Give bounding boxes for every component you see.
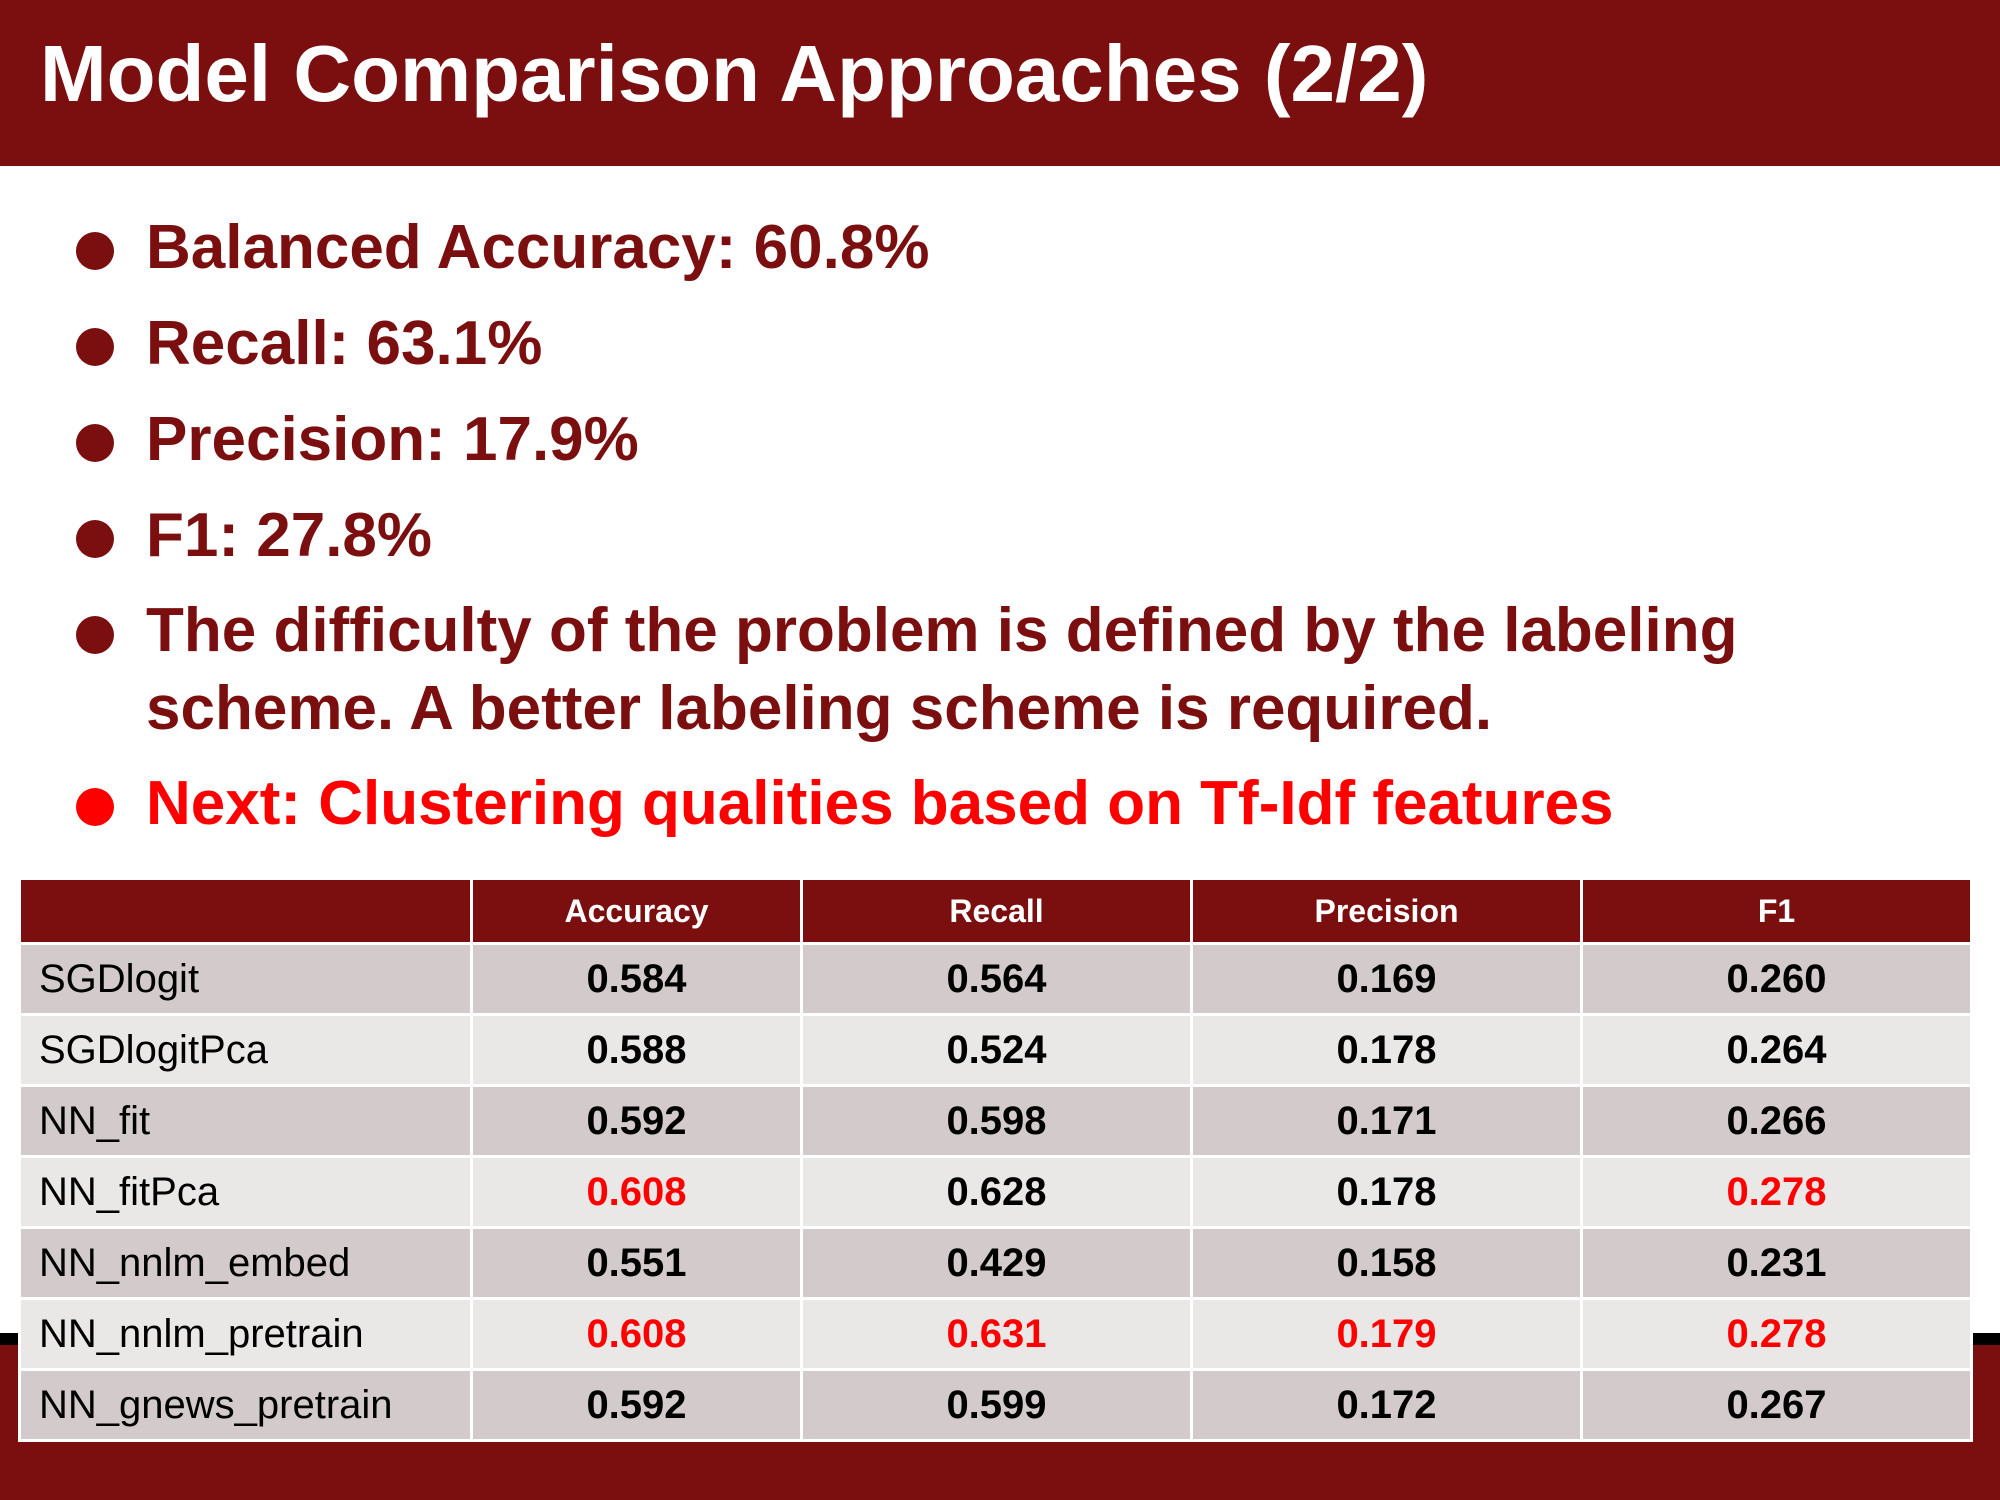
bullet-dot-icon <box>76 232 114 270</box>
metric-value-cell: 0.551 <box>470 1226 803 1300</box>
metric-value-cell: 0.231 <box>1580 1226 1973 1300</box>
bullet-text: Balanced Accuracy: 60.8% <box>146 213 930 282</box>
table-row: SGDlogit 0.584 0.564 0.169 0.260 <box>18 942 1973 1016</box>
bullet-item: The difficulty of the problem is defined… <box>72 592 1962 748</box>
model-name-cell: NN_gnews_pretrain <box>18 1368 473 1442</box>
bullet-text: F1: 27.8% <box>146 501 433 570</box>
table-row: SGDlogitPca 0.588 0.524 0.178 0.264 <box>18 1013 1973 1087</box>
metric-value-cell: 0.278 <box>1580 1155 1973 1229</box>
table-row: NN_fitPca 0.608 0.628 0.178 0.278 <box>18 1155 1973 1229</box>
metric-value-cell: 0.266 <box>1580 1084 1973 1158</box>
results-table-container: Accuracy Recall Precision F1 SGDlogit 0.5… <box>18 877 1973 1442</box>
metric-value-cell: 0.158 <box>1190 1226 1583 1300</box>
metric-value-cell: 0.584 <box>470 942 803 1016</box>
metric-value-cell: 0.598 <box>800 1084 1193 1158</box>
metric-value-cell: 0.171 <box>1190 1084 1583 1158</box>
bullet-dot-icon <box>76 424 114 462</box>
slide-title: Model Comparison Approaches (2/2) <box>40 29 1429 118</box>
metric-value-cell: 0.179 <box>1190 1297 1583 1371</box>
bullet-text: The difficulty of the problem is defined… <box>146 596 1738 743</box>
model-name-cell: SGDlogitPca <box>18 1013 473 1087</box>
model-name-cell: NN_fit <box>18 1084 473 1158</box>
title-bar: Model Comparison Approaches (2/2) <box>0 0 2000 166</box>
metric-value-cell: 0.592 <box>470 1084 803 1158</box>
metric-value-cell: 0.260 <box>1580 942 1973 1016</box>
bullet-dot-icon <box>76 520 114 558</box>
column-header: Accuracy <box>470 877 803 945</box>
table-header-row: Accuracy Recall Precision F1 <box>18 877 1973 945</box>
metric-value-cell: 0.267 <box>1580 1368 1973 1442</box>
metric-value-cell: 0.608 <box>470 1155 803 1229</box>
table-row: NN_fit 0.592 0.598 0.171 0.266 <box>18 1084 1973 1158</box>
table-row: NN_nnlm_pretrain 0.608 0.631 0.179 0.278 <box>18 1297 1973 1371</box>
bullet-item: Balanced Accuracy: 60.8% <box>72 208 1962 288</box>
metric-value-cell: 0.178 <box>1190 1013 1583 1087</box>
metric-value-cell: 0.599 <box>800 1368 1193 1442</box>
bullet-text: Precision: 17.9% <box>146 405 639 474</box>
metric-value-cell: 0.524 <box>800 1013 1193 1087</box>
table-row: NN_nnlm_embed 0.551 0.429 0.158 0.231 <box>18 1226 1973 1300</box>
bullet-item: F1: 27.8% <box>72 496 1962 576</box>
bullet-list: Balanced Accuracy: 60.8% Recall: 63.1% P… <box>72 208 1962 860</box>
metric-value-cell: 0.169 <box>1190 942 1583 1016</box>
bullet-item-next: Next: Clustering qualities based on Tf-I… <box>72 764 1962 844</box>
bullet-item: Precision: 17.9% <box>72 400 1962 480</box>
bullet-text: Recall: 63.1% <box>146 309 543 378</box>
model-name-cell: NN_fitPca <box>18 1155 473 1229</box>
column-header: Recall <box>800 877 1193 945</box>
metric-value-cell: 0.588 <box>470 1013 803 1087</box>
bullet-dot-icon <box>76 616 114 654</box>
metric-value-cell: 0.278 <box>1580 1297 1973 1371</box>
model-name-cell: SGDlogit <box>18 942 473 1016</box>
bullet-text: Next: Clustering qualities based on Tf-I… <box>146 769 1614 838</box>
metric-value-cell: 0.608 <box>470 1297 803 1371</box>
metric-value-cell: 0.592 <box>470 1368 803 1442</box>
column-header: Precision <box>1190 877 1583 945</box>
metric-value-cell: 0.628 <box>800 1155 1193 1229</box>
bullet-dot-icon <box>76 788 114 826</box>
metric-value-cell: 0.631 <box>800 1297 1193 1371</box>
bullet-item: Recall: 63.1% <box>72 304 1962 384</box>
metric-value-cell: 0.429 <box>800 1226 1193 1300</box>
metric-value-cell: 0.172 <box>1190 1368 1583 1442</box>
results-table: Accuracy Recall Precision F1 SGDlogit 0.5… <box>18 877 1973 1442</box>
metric-value-cell: 0.564 <box>800 942 1193 1016</box>
metric-value-cell: 0.264 <box>1580 1013 1973 1087</box>
model-name-cell: NN_nnlm_pretrain <box>18 1297 473 1371</box>
column-header <box>18 877 473 945</box>
model-name-cell: NN_nnlm_embed <box>18 1226 473 1300</box>
column-header: F1 <box>1580 877 1973 945</box>
table-body: SGDlogit 0.584 0.564 0.169 0.260 SGDlogitPca 0… <box>18 942 1973 1442</box>
bullet-dot-icon <box>76 328 114 366</box>
metric-value-cell: 0.178 <box>1190 1155 1583 1229</box>
table-row: NN_gnews_pretrain 0.592 0.599 0.172 0.267 <box>18 1368 1973 1442</box>
